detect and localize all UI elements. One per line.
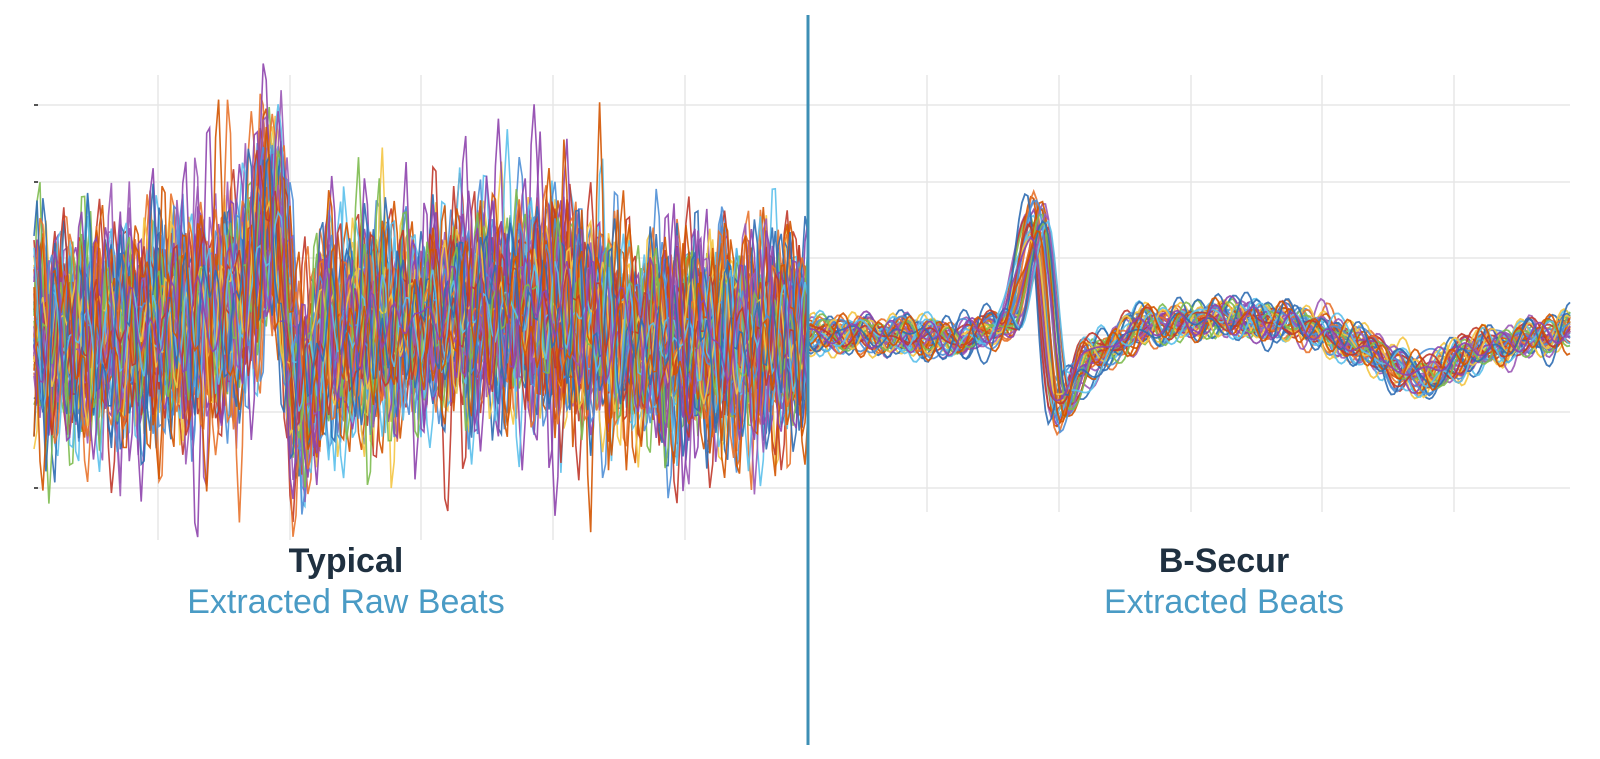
- typical-raw-beats-chart: [33, 63, 809, 540]
- right-beat-trace-34: [807, 222, 1571, 411]
- right-beat-trace-36: [807, 219, 1571, 394]
- right-beat-trace-39: [807, 235, 1571, 402]
- bsecur-beats-chart: [807, 75, 1571, 512]
- left-beat-trace-48: [33, 102, 809, 533]
- left-beat-trace-58: [33, 99, 809, 492]
- left-chart-title: Typical: [288, 542, 404, 580]
- left-beat-trace-59: [33, 111, 809, 500]
- right-beat-trace-38: [807, 230, 1571, 423]
- right-chart-subtitle: Extracted Beats: [1103, 583, 1344, 621]
- left-chart-subtitle: Extracted Raw Beats: [187, 583, 505, 621]
- right-grid: [808, 75, 1570, 512]
- right-beat-traces: [807, 188, 1571, 437]
- left-beat-traces: [33, 63, 809, 538]
- right-beat-trace-28: [807, 200, 1571, 417]
- right-chart-title: B-Secur: [1158, 542, 1290, 580]
- right-caption: B-Secur Extracted Beats: [924, 541, 1524, 623]
- right-beat-trace-27: [807, 192, 1571, 427]
- left-caption: Typical Extracted Raw Beats: [46, 541, 646, 623]
